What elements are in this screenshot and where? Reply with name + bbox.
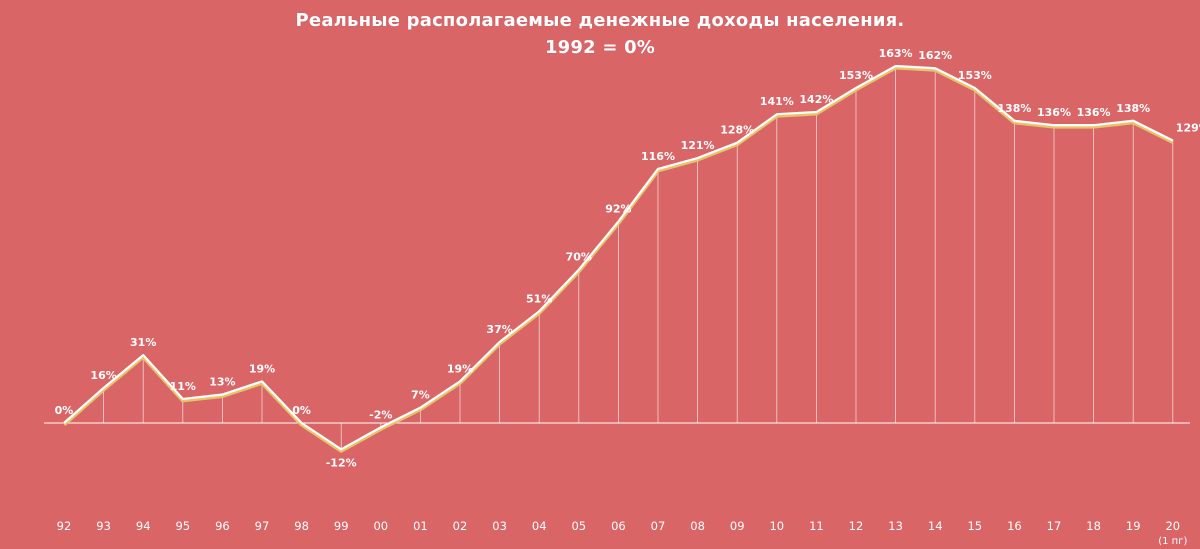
data-label-95: 11% — [170, 380, 196, 393]
data-label-20: 129% — [1176, 121, 1200, 134]
x-tick-14: 14 — [928, 519, 943, 533]
x-tick-98: 98 — [294, 519, 309, 533]
x-tick-06: 06 — [611, 519, 626, 533]
x-tick-95: 95 — [175, 519, 190, 533]
data-label-05: 70% — [566, 251, 592, 264]
x-tick-05: 05 — [571, 519, 586, 533]
x-tick-01: 01 — [413, 519, 428, 533]
x-tick-02: 02 — [453, 519, 468, 533]
data-label-02: 19% — [447, 362, 473, 375]
data-label-08: 121% — [681, 139, 715, 152]
x-tick-19: 19 — [1126, 519, 1141, 533]
x-tick-99: 99 — [334, 519, 349, 533]
data-label-10: 141% — [760, 95, 794, 108]
data-label-15: 153% — [958, 69, 992, 82]
x-tick-10: 10 — [769, 519, 784, 533]
x-tick-12: 12 — [849, 519, 864, 533]
data-label-00: -2% — [369, 408, 392, 421]
x-tick-15: 15 — [967, 519, 982, 533]
data-label-98: 0% — [292, 404, 311, 417]
x-tick-16: 16 — [1007, 519, 1022, 533]
data-label-16: 138% — [997, 102, 1031, 115]
x-tick-07: 07 — [651, 519, 666, 533]
x-tick-20: 20 — [1165, 519, 1180, 533]
chart-title: Реальные располагаемые денежные доходы н… — [295, 10, 905, 31]
x-tick-00: 00 — [373, 519, 388, 533]
x-tick-03: 03 — [492, 519, 507, 533]
data-label-14: 162% — [918, 49, 952, 62]
series-line — [63, 64, 1174, 451]
data-label-17: 136% — [1037, 106, 1071, 119]
data-label-13: 163% — [879, 47, 913, 60]
x-tick-13: 13 — [888, 519, 903, 533]
x-tick-note-20: (1 пг) — [1158, 536, 1187, 547]
x-tick-11: 11 — [809, 519, 824, 533]
data-label-04: 51% — [526, 292, 552, 305]
chart-subtitle: 1992 = 0% — [544, 37, 656, 58]
data-label-01: 7% — [411, 389, 430, 402]
x-tick-96: 96 — [215, 519, 230, 533]
data-label-11: 142% — [799, 93, 833, 106]
x-tick-17: 17 — [1047, 519, 1062, 533]
x-tick-18: 18 — [1086, 519, 1101, 533]
data-label-07: 116% — [641, 150, 675, 163]
x-tick-94: 94 — [136, 519, 151, 533]
data-label-03: 37% — [486, 323, 512, 336]
x-tick-93: 93 — [96, 519, 111, 533]
x-tick-08: 08 — [690, 519, 705, 533]
data-label-09: 128% — [720, 124, 754, 137]
data-label-18: 136% — [1077, 106, 1111, 119]
data-label-97: 19% — [249, 362, 275, 375]
data-label-93: 16% — [90, 369, 116, 382]
data-label-19: 138% — [1116, 102, 1150, 115]
data-label-96: 13% — [209, 376, 235, 389]
data-label-12: 153% — [839, 69, 873, 82]
x-tick-04: 04 — [532, 519, 547, 533]
x-tick-09: 09 — [730, 519, 745, 533]
data-label-94: 31% — [130, 336, 156, 349]
data-label-06: 92% — [605, 203, 631, 216]
data-label-99: -12% — [326, 456, 357, 469]
data-label-92: 0% — [55, 404, 74, 417]
x-tick-92: 92 — [57, 519, 72, 533]
x-tick-97: 97 — [255, 519, 270, 533]
